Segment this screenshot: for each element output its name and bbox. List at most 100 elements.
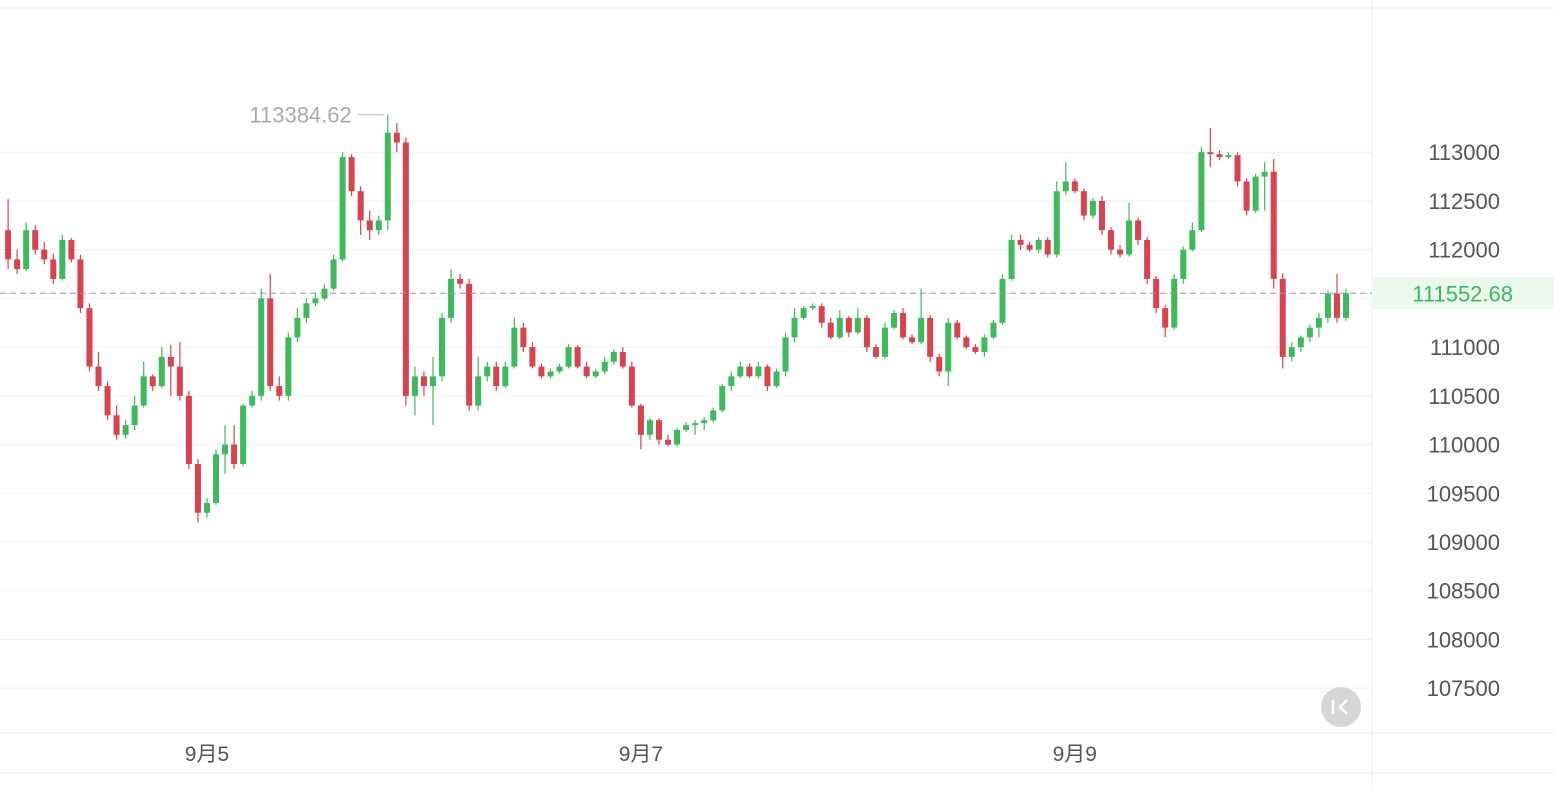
candle-body: [330, 259, 337, 289]
candle-body: [312, 298, 319, 304]
candle-body: [1071, 181, 1078, 192]
candle-body: [185, 395, 192, 465]
candles: [5, 114, 1350, 523]
candle-body: [981, 337, 988, 352]
candle-body: [402, 142, 409, 396]
candle-body: [610, 351, 617, 362]
candle-body: [592, 371, 599, 377]
candle-body: [1098, 200, 1105, 231]
candle-body: [41, 249, 48, 260]
x-tick-label: 9月7: [619, 743, 663, 766]
candle-body: [746, 366, 753, 377]
candle-body: [954, 322, 961, 338]
candle-body: [1126, 220, 1133, 255]
candle-body: [1207, 152, 1214, 155]
candle-body: [990, 322, 997, 338]
candle-body: [411, 376, 418, 396]
candle-body: [791, 317, 798, 338]
candle-body: [1243, 181, 1250, 211]
candle-body: [845, 317, 852, 333]
candle-body: [32, 230, 39, 250]
scroll-to-latest-button[interactable]: [1321, 687, 1361, 727]
candle-body: [475, 376, 482, 406]
candle-body: [231, 444, 238, 465]
candle-body: [448, 278, 455, 318]
candle-body: [881, 327, 888, 357]
candle-body: [1153, 278, 1160, 309]
y-tick-label: 110500: [1428, 384, 1500, 409]
y-tick-label: 109000: [1427, 530, 1500, 555]
candle-body: [646, 420, 653, 435]
candle-body: [77, 259, 84, 309]
candle-body: [203, 503, 210, 513]
x-tick-label: 9月9: [1053, 743, 1097, 766]
candle-body: [619, 351, 626, 367]
candle-body: [1324, 293, 1331, 318]
candle-body: [1162, 308, 1169, 328]
candle-body: [719, 386, 726, 411]
candle-body: [1234, 155, 1241, 182]
candle-body: [637, 405, 644, 435]
candle-body: [1144, 239, 1151, 279]
candle-body: [222, 444, 229, 455]
candle-body: [249, 395, 256, 406]
candle-body: [86, 308, 93, 367]
candle-body: [1261, 171, 1268, 177]
candle-body: [909, 337, 916, 343]
candle-body: [556, 366, 563, 372]
candle-body: [1017, 239, 1024, 245]
candle-body: [529, 347, 536, 367]
candle-body: [122, 425, 129, 435]
candle-body: [836, 317, 843, 338]
candle-body: [1343, 293, 1350, 318]
candle-body: [1135, 220, 1142, 240]
candle-body: [809, 306, 816, 309]
y-tick-label: 113000: [1428, 140, 1500, 165]
candle-body: [1270, 171, 1277, 279]
candle-body: [484, 366, 491, 377]
candle-body: [457, 278, 464, 284]
candle-body: [773, 371, 780, 387]
candle-body: [384, 132, 391, 221]
candle-body: [502, 366, 509, 387]
candle-body: [466, 283, 473, 406]
candle-body: [1117, 249, 1124, 255]
candle-body: [891, 313, 898, 328]
candle-body: [655, 420, 662, 440]
y-tick-label: 108000: [1427, 627, 1500, 652]
candle-body: [14, 259, 21, 270]
candle-body: [854, 317, 861, 333]
y-tick-label: 112500: [1428, 189, 1500, 214]
candle-body: [927, 317, 934, 357]
candle-body: [800, 308, 807, 318]
candle-body: [1080, 191, 1087, 216]
candle-body: [131, 405, 138, 426]
candle-body: [1252, 176, 1259, 211]
candle-body: [59, 239, 66, 279]
candle-body: [1044, 239, 1051, 255]
candle-body: [1333, 293, 1340, 318]
max-label: 113384.62: [249, 103, 351, 128]
candle-body: [674, 429, 681, 445]
candle-body: [285, 337, 292, 396]
candle-body: [601, 361, 608, 372]
candle-body: [511, 327, 518, 367]
candle-body: [1288, 347, 1295, 357]
candle-body: [900, 313, 907, 338]
y-tick-label: 109500: [1427, 481, 1500, 506]
candle-body: [936, 356, 943, 372]
candle-body: [194, 464, 201, 513]
candle-body: [1089, 200, 1096, 216]
candle-body: [167, 356, 174, 367]
candle-body: [50, 259, 57, 279]
candle-body: [294, 317, 301, 338]
candle-body: [755, 366, 762, 377]
candle-body: [348, 157, 355, 192]
y-tick-label: 111000: [1430, 335, 1500, 360]
candle-body: [628, 366, 635, 406]
candle-body: [1306, 327, 1313, 338]
candle-body: [547, 371, 554, 377]
candle-body: [1216, 154, 1223, 158]
y-tick-label: 112000: [1428, 238, 1500, 263]
